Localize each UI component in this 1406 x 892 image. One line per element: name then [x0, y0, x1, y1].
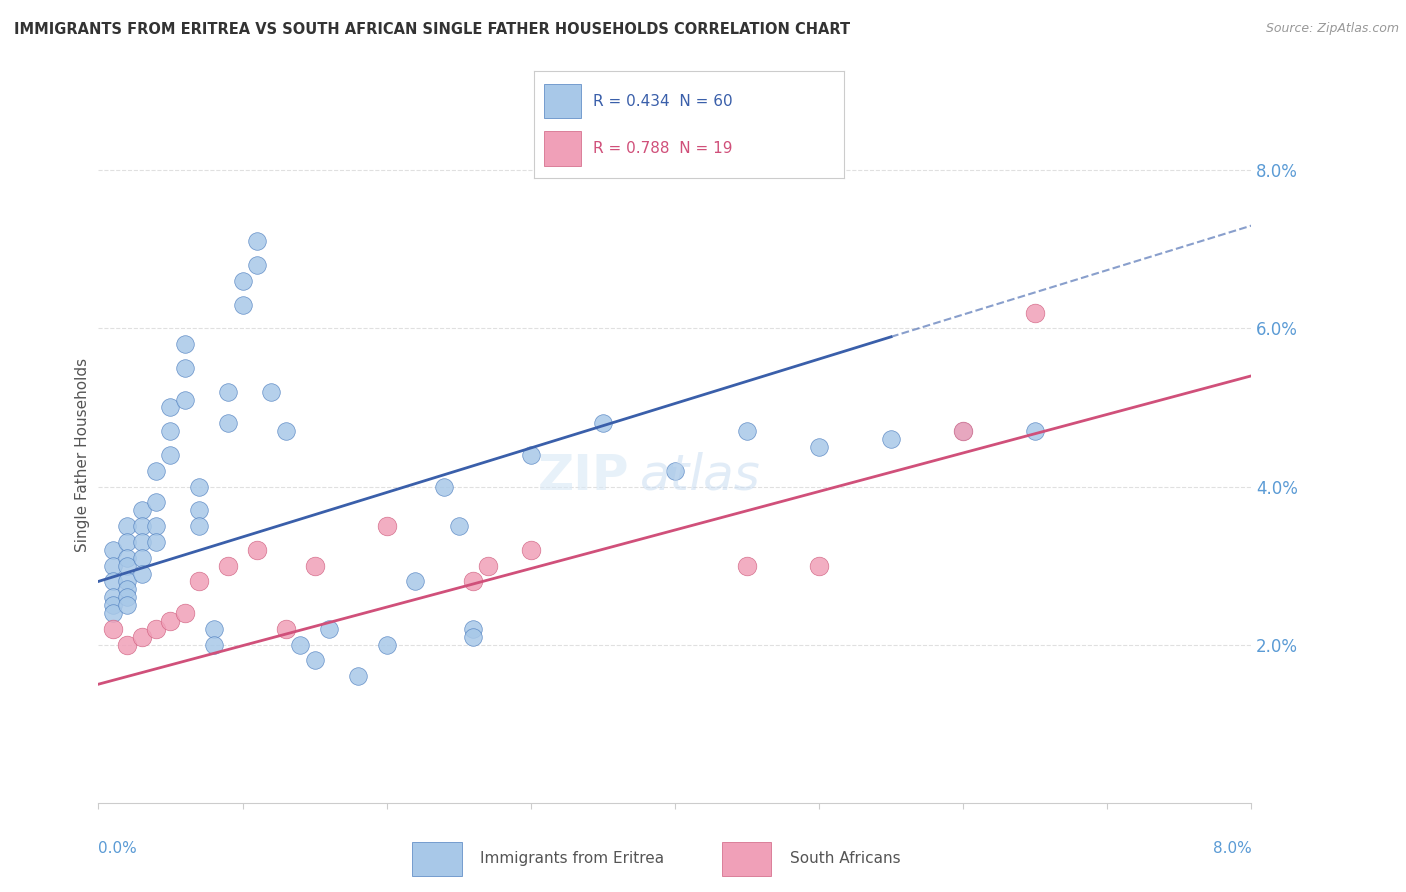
Point: [461, 622, 484, 636]
Text: ZIP: ZIP: [537, 451, 628, 500]
Point: [274, 424, 297, 438]
Point: [274, 622, 297, 636]
Point: [304, 558, 326, 573]
Point: [101, 598, 124, 612]
Point: [131, 550, 153, 565]
Point: [159, 448, 181, 462]
Point: [217, 558, 239, 573]
Point: [174, 392, 197, 407]
Point: [145, 464, 167, 478]
Point: [145, 622, 167, 636]
Point: [174, 606, 197, 620]
Point: [131, 503, 153, 517]
Point: [520, 542, 543, 557]
Point: [159, 424, 181, 438]
Point: [159, 401, 181, 415]
Point: [405, 574, 427, 589]
Point: [231, 274, 254, 288]
Point: [117, 638, 139, 652]
Point: [664, 464, 686, 478]
Point: [375, 519, 398, 533]
Point: [735, 558, 758, 573]
FancyBboxPatch shape: [412, 842, 461, 876]
Point: [246, 235, 269, 249]
Text: IMMIGRANTS FROM ERITREA VS SOUTH AFRICAN SINGLE FATHER HOUSEHOLDS CORRELATION CH: IMMIGRANTS FROM ERITREA VS SOUTH AFRICAN…: [14, 22, 851, 37]
Point: [246, 258, 269, 272]
Point: [1024, 305, 1046, 319]
Point: [159, 614, 181, 628]
Point: [202, 622, 225, 636]
Point: [117, 591, 139, 605]
Text: 8.0%: 8.0%: [1212, 841, 1251, 856]
Point: [188, 519, 211, 533]
Text: R = 0.434  N = 60: R = 0.434 N = 60: [593, 94, 733, 109]
Point: [807, 558, 830, 573]
FancyBboxPatch shape: [721, 842, 770, 876]
Point: [807, 440, 830, 454]
Point: [101, 606, 124, 620]
Point: [188, 574, 211, 589]
Point: [131, 519, 153, 533]
Text: South Africans: South Africans: [790, 851, 900, 866]
Text: atlas: atlas: [640, 451, 761, 500]
Point: [246, 542, 269, 557]
Point: [477, 558, 499, 573]
Point: [217, 417, 239, 431]
Point: [117, 558, 139, 573]
Y-axis label: Single Father Households: Single Father Households: [75, 358, 90, 552]
Text: 0.0%: 0.0%: [98, 841, 138, 856]
Point: [188, 479, 211, 493]
Point: [290, 638, 312, 652]
Point: [375, 638, 398, 652]
Point: [461, 574, 484, 589]
Text: Source: ZipAtlas.com: Source: ZipAtlas.com: [1265, 22, 1399, 36]
Point: [117, 534, 139, 549]
Point: [880, 432, 903, 446]
FancyBboxPatch shape: [544, 84, 581, 119]
Point: [217, 384, 239, 399]
Text: R = 0.788  N = 19: R = 0.788 N = 19: [593, 141, 733, 156]
Point: [188, 503, 211, 517]
Point: [735, 424, 758, 438]
Point: [117, 582, 139, 597]
Point: [117, 519, 139, 533]
Point: [952, 424, 974, 438]
Point: [131, 534, 153, 549]
Point: [101, 558, 124, 573]
Point: [117, 550, 139, 565]
Point: [461, 630, 484, 644]
Point: [101, 574, 124, 589]
Point: [346, 669, 368, 683]
Point: [304, 653, 326, 667]
Point: [174, 360, 197, 375]
Point: [101, 622, 124, 636]
Point: [101, 542, 124, 557]
Point: [231, 298, 254, 312]
Point: [117, 598, 139, 612]
FancyBboxPatch shape: [544, 131, 581, 166]
Point: [131, 566, 153, 581]
Point: [117, 574, 139, 589]
Point: [145, 534, 167, 549]
Point: [131, 630, 153, 644]
Point: [145, 495, 167, 509]
Text: Immigrants from Eritrea: Immigrants from Eritrea: [481, 851, 665, 866]
Point: [520, 448, 543, 462]
Point: [433, 479, 456, 493]
Point: [592, 417, 614, 431]
Point: [101, 591, 124, 605]
Point: [1024, 424, 1046, 438]
Point: [447, 519, 470, 533]
Point: [174, 337, 197, 351]
Point: [202, 638, 225, 652]
Point: [145, 519, 167, 533]
Point: [952, 424, 974, 438]
Point: [260, 384, 283, 399]
Point: [318, 622, 340, 636]
